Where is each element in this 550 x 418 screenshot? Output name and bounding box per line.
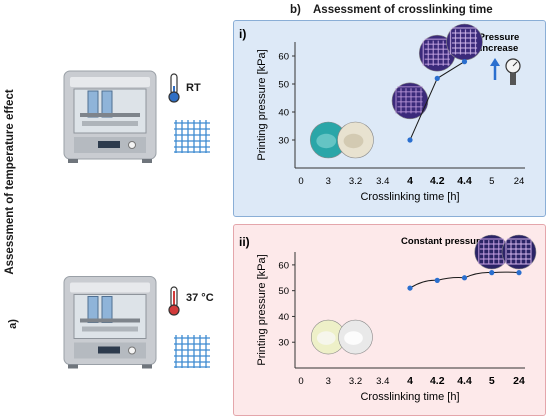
y-axis-label: Printing pressure [kPa] — [256, 254, 268, 365]
sample-image — [501, 234, 537, 270]
x-tick-label: 4 — [407, 375, 413, 387]
sample-blob — [316, 133, 337, 149]
pressure-increase-line2: increase — [480, 43, 519, 54]
sample-image — [446, 23, 483, 61]
temp-37-label: 37 °C — [186, 292, 214, 304]
pressure-gauge-icon — [490, 58, 521, 85]
bioprinter-rt-image — [63, 70, 157, 163]
pressure-increase-line1: Pressure — [479, 32, 520, 43]
thermometer-cold-icon — [168, 73, 180, 103]
sample-blob — [316, 331, 336, 345]
data-point — [489, 270, 495, 276]
x-tick-label: 4.4 — [457, 175, 472, 187]
y-tick-label: 40 — [278, 108, 289, 119]
constant-pressure-label: Constant pressure — [401, 236, 485, 247]
x-tick-label: 5 — [489, 375, 495, 387]
y-tick-label: 50 — [278, 80, 289, 91]
x-tick-label: 3.4 — [376, 176, 389, 187]
x-tick-label: 3.2 — [349, 176, 362, 187]
thermometer-hot-icon — [168, 286, 180, 316]
chart-i: i) Pressure increase 30 40 50 60 0 3 3.2 3.4 4 4.… — [239, 23, 525, 203]
x-tick-label: 4.4 — [457, 375, 472, 387]
sample-image — [474, 234, 510, 270]
data-point — [434, 277, 440, 283]
rt-label: RT — [186, 82, 201, 94]
sample-disc — [391, 82, 429, 120]
x-axis-label: Crosslinking time [h] — [360, 391, 459, 403]
data-point — [516, 270, 522, 276]
sample-blob — [343, 133, 364, 149]
x-tick-label: 3.2 — [349, 376, 362, 387]
y-tick-label: 30 — [278, 136, 289, 147]
y-tick-label: 40 — [278, 312, 289, 323]
panel-i — [233, 20, 546, 217]
x-tick-label: 0 — [298, 176, 303, 187]
part-a-title: Assessment of temperature effect — [4, 89, 16, 275]
grid-scaffold-icon — [174, 120, 210, 153]
sample-image — [391, 82, 429, 120]
x-tick-label: 4.2 — [430, 375, 445, 387]
sample-blob — [344, 331, 363, 345]
panel-ii-label: ii) — [239, 235, 250, 249]
x-tick-label: 3.4 — [376, 376, 389, 387]
x-tick-label: 4.2 — [430, 175, 445, 187]
y-tick-label: 60 — [278, 52, 289, 63]
sample-image — [309, 121, 347, 159]
sample-image — [338, 319, 373, 355]
chart-ii: ii) Constant pressure 30 40 50 60 0 3 3.2 3.4 4 4… — [239, 234, 537, 403]
x-tick-label: 0 — [298, 376, 303, 387]
y-axis-label: Printing pressure [kPa] — [256, 49, 268, 160]
y-tick-label: 60 — [278, 260, 289, 271]
data-point — [407, 285, 413, 291]
data-point — [434, 75, 440, 81]
part-a-label: a) — [7, 319, 19, 329]
x-tick-label: 3 — [326, 176, 331, 187]
sample-image — [310, 319, 346, 355]
sample-image — [418, 34, 456, 72]
sample-image — [337, 121, 374, 159]
x-tick-label: 24 — [514, 176, 525, 187]
x-tick-label: 4 — [407, 175, 413, 187]
x-tick-label: 5 — [489, 176, 494, 187]
sample-disc — [446, 23, 483, 61]
panel-i-label: i) — [239, 27, 246, 41]
y-tick-label: 30 — [278, 338, 289, 349]
data-point — [461, 275, 468, 281]
x-tick-label: 3 — [326, 376, 331, 387]
part-b-title: Assessment of crosslinking time — [313, 4, 493, 16]
data-point — [407, 137, 413, 143]
part-b-label: b) — [290, 4, 301, 16]
grid-scaffold-icon — [174, 335, 210, 368]
x-tick-label: 24 — [513, 375, 525, 387]
bioprinter-37c-image — [63, 276, 157, 369]
y-tick-label: 50 — [278, 286, 289, 297]
x-axis-label: Crosslinking time [h] — [360, 191, 459, 203]
data-point — [461, 59, 468, 65]
